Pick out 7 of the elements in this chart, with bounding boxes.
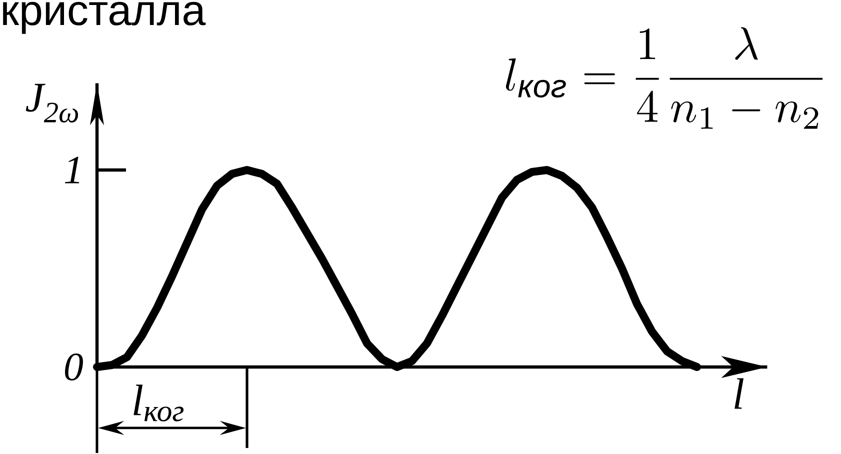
annotation: $l_{\textit{ког}} = \frac{1}{4}\frac{\lambda}{n_1 - n_2}$: [506, 27, 823, 129]
y-axis-title: J$_{2ω}$: [26, 84, 78, 123]
text: l$_{ког}$: [134, 384, 184, 422]
chart-title: кристалла: [3, 2, 206, 34]
y-tick-label: 0: [65, 353, 83, 380]
x-axis-title: l: [734, 378, 744, 409]
y-tick-label: 1: [64, 156, 80, 184]
